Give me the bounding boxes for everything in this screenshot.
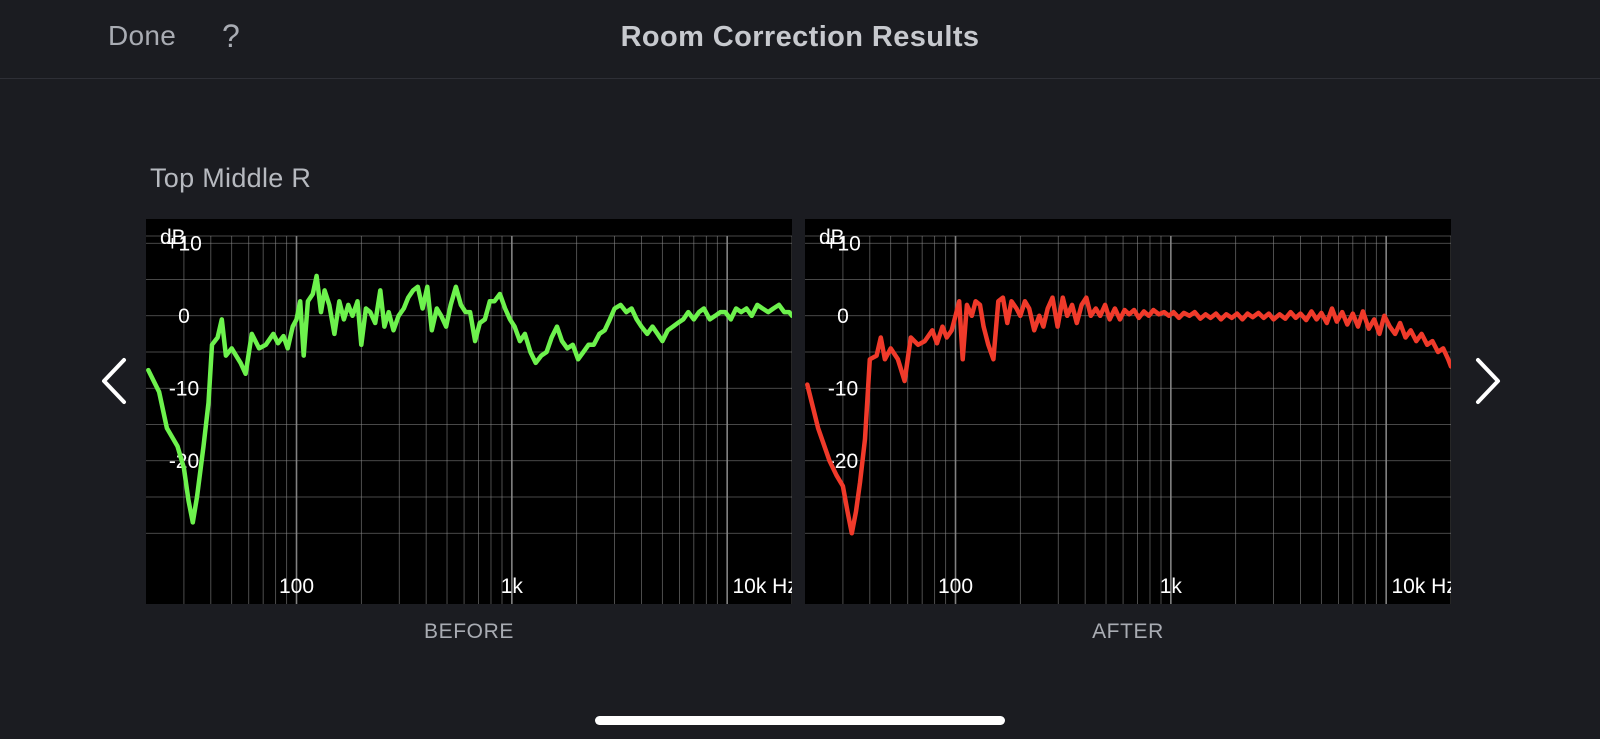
grid [146,235,792,604]
x-tick-label: 1k [1160,575,1183,598]
y-tick-label: +10 [825,232,861,255]
x-tick-label: 10k Hz [1391,575,1451,598]
y-tick-label: -10 [169,377,199,400]
before-chart: dB +10 0 -10 -20 100 1k 10k Hz [146,219,792,604]
top-bar: Done ? Room Correction Results [0,0,1600,79]
after-caption: AFTER [1092,620,1164,643]
before-caption: BEFORE [424,620,514,643]
x-tick-label: 1k [501,575,524,598]
after-chart: dB +10 0 -10 -20 100 1k 10k Hz [805,219,1451,604]
y-tick-label: -20 [828,450,858,473]
grid [805,235,1451,604]
x-tick-label: 100 [279,575,314,598]
y-tick-label: 0 [837,305,849,328]
speaker-name: Top Middle R [150,163,312,193]
previous-speaker-button[interactable] [94,355,134,407]
chevron-right-icon [1476,358,1500,404]
y-tick-label: +10 [166,232,202,255]
y-tick-label: 0 [178,305,190,328]
help-button[interactable]: ? [222,18,240,54]
response-curve [805,295,1451,536]
x-tick-label: 10k Hz [732,575,792,598]
y-axis-label: dB [160,226,186,249]
response-curve [146,273,792,525]
home-indicator[interactable] [595,716,1005,725]
after-chart-svg: dB+10 0 -10 -20 100 1k 10k Hz [805,226,1451,604]
x-tick-label: 100 [938,575,973,598]
y-tick-label: -10 [828,377,858,400]
chevron-left-icon [102,358,126,404]
page-title: Room Correction Results [620,21,980,53]
done-button[interactable]: Done [108,20,177,51]
next-speaker-button[interactable] [1468,355,1508,407]
y-axis-label: dB [819,226,845,249]
